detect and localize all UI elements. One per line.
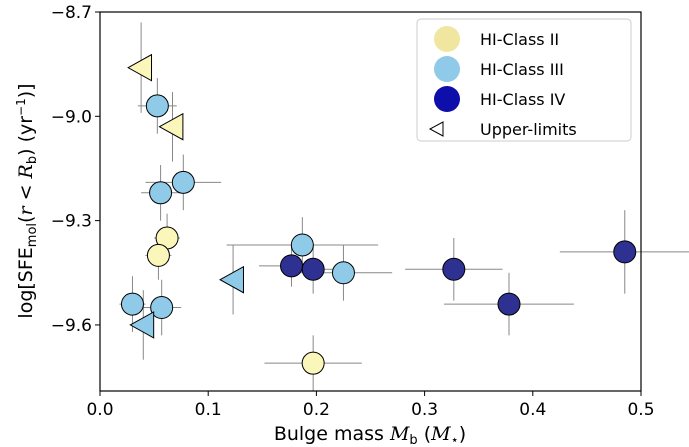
y-tick-label: −9.3 xyxy=(51,212,92,232)
upper-limit-marker xyxy=(158,112,184,141)
data-point xyxy=(301,351,325,375)
data-point xyxy=(120,292,144,316)
legend-label: Upper-limits xyxy=(480,120,577,139)
data-point xyxy=(442,257,466,281)
x-tick-label: 0.1 xyxy=(195,400,222,420)
legend-label: HI-Class III xyxy=(480,60,564,79)
data-point xyxy=(150,296,174,320)
legend-marker xyxy=(434,26,460,52)
plot-area xyxy=(119,22,689,391)
x-tick-label: 0.4 xyxy=(519,400,546,420)
legend-label: HI-Class II xyxy=(480,30,559,49)
upper-limit-marker xyxy=(219,265,244,294)
data-point xyxy=(331,261,355,285)
legend-marker xyxy=(434,86,460,112)
legend: HI-Class II HI-Class III HI-Class IV Upper-… xyxy=(416,18,632,142)
data-point xyxy=(290,233,314,257)
x-tick-label: 0.5 xyxy=(627,400,654,420)
legend-box xyxy=(416,18,632,142)
x-tick-label: 0.0 xyxy=(86,400,113,420)
legend-marker xyxy=(434,56,460,82)
upper-limit-marker xyxy=(127,53,153,82)
upper-limit-marker xyxy=(129,311,155,339)
data-point xyxy=(149,181,173,205)
data-markers xyxy=(120,53,637,375)
y-tick-label: −9.6 xyxy=(51,316,92,336)
x-tick-label: 0.3 xyxy=(411,400,438,420)
y-axis-label: log[SFEmol(r < Rb) (yr−1)] xyxy=(14,83,40,318)
x-tick-label: 0.2 xyxy=(303,400,330,420)
data-point xyxy=(280,254,304,278)
plot-frame xyxy=(99,11,642,392)
data-point xyxy=(171,170,195,194)
legend-label: HI-Class IV xyxy=(480,90,565,109)
data-point xyxy=(613,240,637,264)
data-point xyxy=(145,94,169,118)
y-tick-label: −8.7 xyxy=(51,3,92,23)
data-point xyxy=(146,243,170,267)
axis-ticks: 0.0 0.1 0.2 0.3 0.4 0.5 −8.7 −9.0 −9.3 −9.6 xyxy=(51,3,655,420)
x-axis-label: Bulge mass Mb (M⋆) xyxy=(274,423,466,447)
data-point xyxy=(301,257,325,281)
legend-marker xyxy=(428,121,444,137)
data-point xyxy=(497,292,521,316)
y-tick-label: −9.0 xyxy=(51,107,92,127)
